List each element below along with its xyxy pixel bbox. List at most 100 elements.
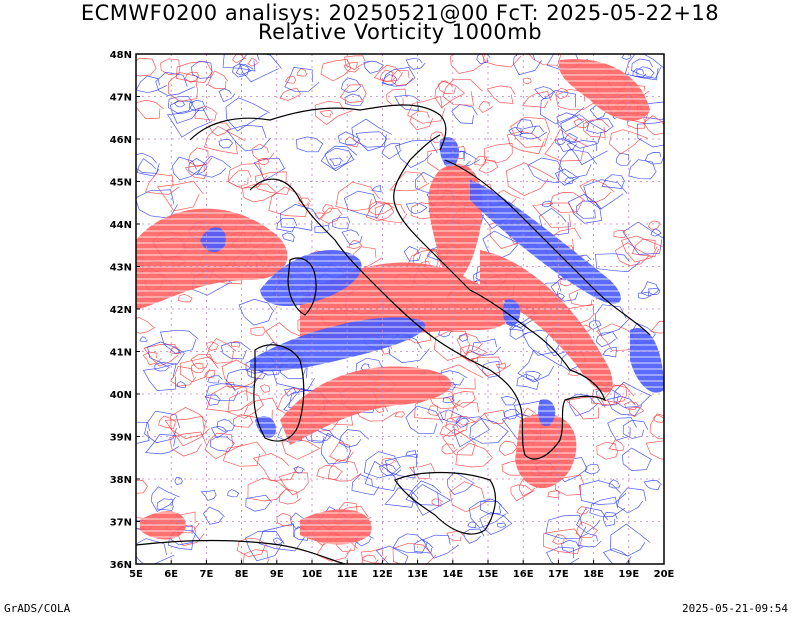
contour-line: [446, 471, 475, 496]
contour-line: [371, 185, 382, 193]
contour-line: [631, 58, 662, 79]
contour-line: [226, 124, 272, 152]
contour-line: [556, 112, 584, 132]
contour-line: [154, 362, 170, 372]
contour-line: [268, 186, 310, 217]
contour-line: [422, 534, 460, 559]
contour-line: [150, 486, 180, 512]
contour-line: [510, 484, 535, 502]
contour-line: [364, 460, 399, 491]
contour-line: [653, 414, 664, 423]
contour-line: [650, 228, 662, 237]
contour-line: [314, 224, 330, 234]
contour-line: [204, 394, 221, 406]
contour-line: [191, 60, 213, 79]
contour-line: [439, 423, 464, 437]
lon-tick-label: 5E: [129, 569, 143, 580]
contour-line: [603, 512, 618, 527]
contour-line: [184, 71, 200, 83]
contour-line: [172, 156, 201, 181]
contour-line: [348, 239, 363, 249]
contour-line: [335, 181, 380, 212]
contour-line: [449, 481, 491, 513]
contour-line: [564, 177, 575, 185]
contour-line: [204, 432, 244, 460]
contour-line: [225, 97, 270, 132]
contour-line: [320, 145, 358, 170]
contour-line: [631, 238, 660, 258]
contour-line: [622, 221, 664, 255]
contour-line: [245, 494, 273, 512]
contour-line: [167, 96, 194, 114]
contour-line: [413, 538, 434, 554]
contour-line: [509, 325, 528, 340]
contour-line: [257, 157, 270, 166]
contour-line: [170, 366, 196, 387]
contour-line: [158, 415, 177, 430]
contour-line: [516, 373, 540, 390]
contour-line: [207, 375, 223, 384]
lon-tick-label: 11E: [337, 569, 358, 580]
lon-tick-label: 18E: [583, 569, 604, 580]
contour-line: [361, 554, 379, 564]
contour-line: [167, 72, 198, 102]
contour-line: [368, 201, 394, 216]
contour-line: [451, 104, 478, 124]
contour-line: [278, 472, 309, 496]
contour-line: [428, 389, 461, 410]
contour-line: [136, 75, 168, 94]
lat-tick-label: 40N: [110, 390, 132, 401]
lat-tick-label: 48N: [110, 50, 132, 61]
lon-tick-label: 19E: [618, 569, 639, 580]
contour-line: [253, 157, 286, 181]
map-subtitle: Relative Vorticity 1000mb: [257, 20, 543, 44]
positive-vorticity-bands: [136, 59, 650, 545]
lon-tick-label: 10E: [302, 569, 323, 580]
contour-line: [395, 139, 438, 169]
vorticity-map: 5E 6E 7E 8E 9E 10E 11E 12E 13E 14E 15E 16E 17E 18E 19E…: [110, 50, 675, 580]
contour-line: [405, 450, 419, 458]
lat-tick-label: 46N: [110, 135, 132, 146]
timestamp: 2025-05-21-09:54: [682, 602, 788, 615]
contour-line: [252, 453, 299, 481]
lat-tick-label: 37N: [110, 518, 132, 529]
contour-line: [169, 431, 207, 457]
contour-line: [613, 381, 652, 408]
contour-line: [381, 457, 397, 466]
contour-line: [227, 170, 252, 188]
contour-line: [508, 127, 525, 137]
contour-line: [445, 416, 477, 435]
contour-line: [441, 443, 458, 455]
negative-vorticity-bands: [200, 137, 664, 438]
contour-line: [555, 88, 569, 100]
contour-line: [343, 190, 385, 219]
contour-line: [556, 137, 578, 152]
contour-line: [174, 100, 186, 108]
contour-line: [236, 537, 268, 557]
contour-line: [614, 242, 652, 266]
contour-line: [462, 528, 485, 544]
contour-line: [329, 441, 354, 462]
contour-line: [650, 320, 664, 334]
contour-line: [227, 163, 268, 189]
contour-line: [573, 118, 590, 128]
contour-line: [486, 85, 516, 104]
contour-line: [296, 67, 308, 77]
contour-line: [142, 363, 177, 391]
contour-line: [442, 395, 455, 404]
contour-line: [206, 385, 254, 412]
contour-line: [624, 401, 640, 411]
contour-line: [437, 80, 457, 94]
contour-line: [405, 57, 426, 70]
contour-line: [594, 304, 630, 337]
contour-line: [351, 474, 380, 496]
contour-line: [250, 326, 266, 337]
contour-line: [632, 68, 647, 78]
contour-line: [403, 246, 421, 262]
contour-line: [322, 204, 335, 214]
contour-line: [392, 533, 428, 554]
contour-line: [160, 329, 199, 354]
contour-line: [327, 459, 362, 482]
contour-line: [218, 139, 234, 149]
contour-line: [450, 54, 487, 74]
